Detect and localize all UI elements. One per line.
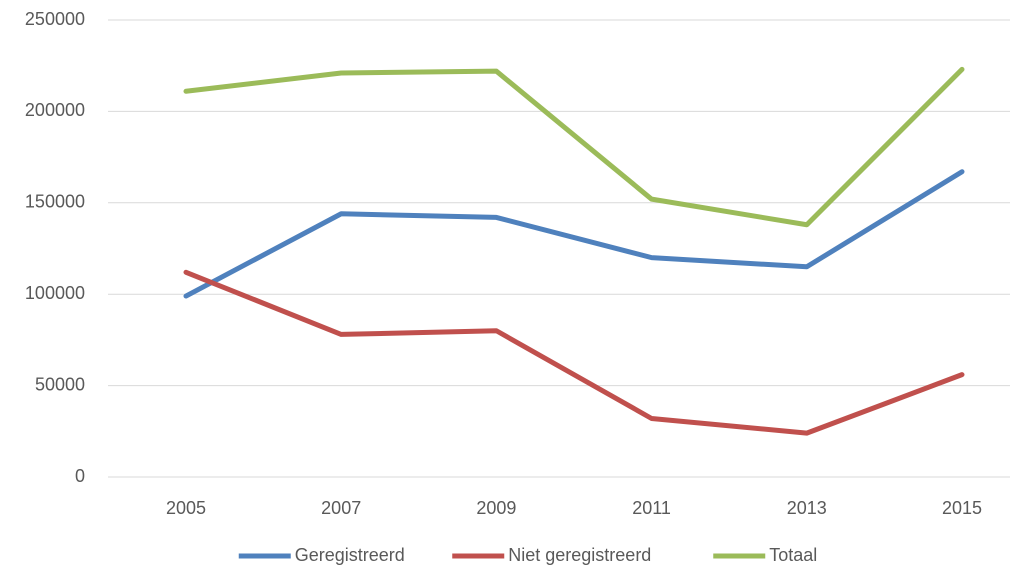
series-line [183,66,965,228]
legend-label: Totaal [769,545,817,565]
y-tick-label: 100000 [25,283,85,303]
y-tick-label: 150000 [25,192,85,212]
x-tick-label: 2009 [476,498,516,518]
series-line [183,169,965,299]
y-tick-label: 200000 [25,100,85,120]
x-tick-label: 2011 [632,498,671,518]
x-tick-label: 2005 [166,498,206,518]
x-tick-label: 2013 [787,498,827,518]
legend-label: Geregistreerd [295,545,405,565]
y-tick-label: 50000 [35,374,85,394]
series-line [183,269,965,436]
legend-label: Niet geregistreerd [508,545,651,565]
x-tick-label: 2015 [942,498,982,518]
y-tick-label: 0 [75,466,85,486]
x-tick-label: 2007 [321,498,361,518]
y-tick-label: 250000 [25,9,85,29]
